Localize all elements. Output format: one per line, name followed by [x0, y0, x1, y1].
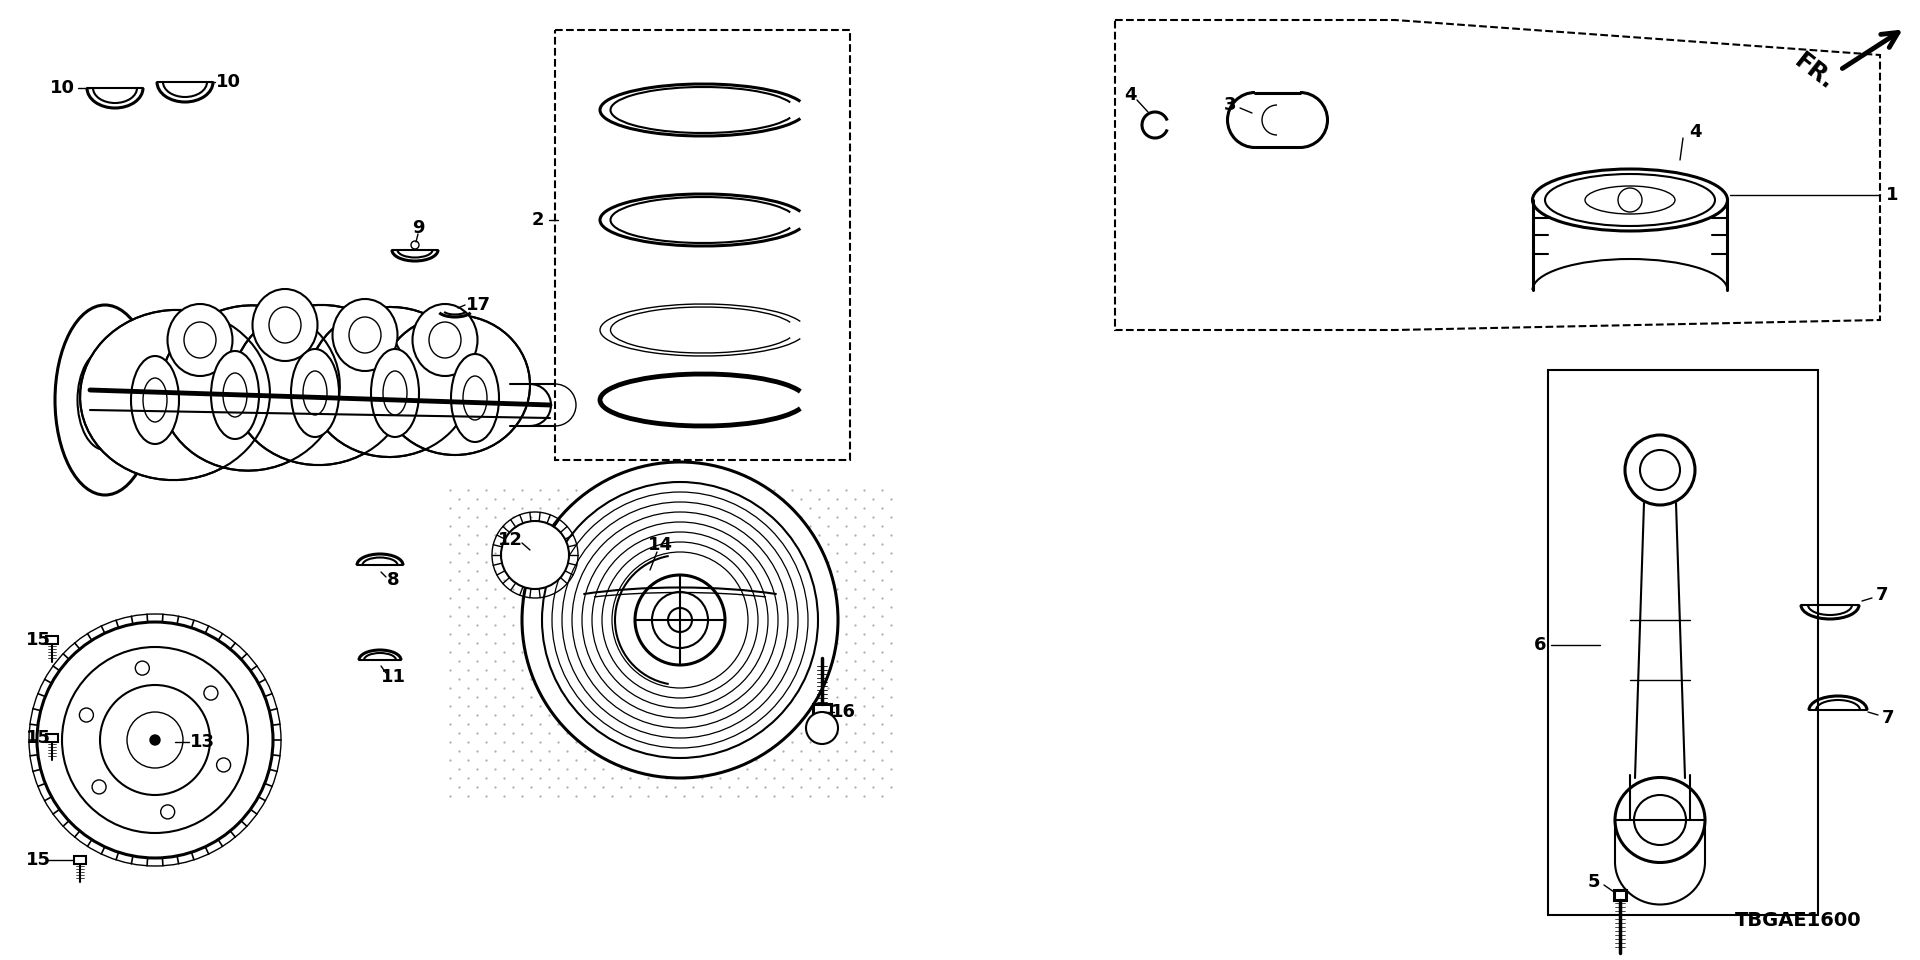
- Text: 14: 14: [647, 536, 672, 554]
- Text: 16: 16: [831, 703, 856, 721]
- Text: 8: 8: [386, 571, 399, 589]
- Text: 15: 15: [25, 631, 50, 649]
- Ellipse shape: [167, 304, 232, 376]
- Circle shape: [217, 758, 230, 772]
- Ellipse shape: [56, 305, 156, 495]
- Ellipse shape: [1532, 169, 1728, 231]
- Ellipse shape: [131, 356, 179, 444]
- Text: 10: 10: [50, 79, 75, 97]
- Circle shape: [501, 521, 568, 589]
- Ellipse shape: [292, 349, 340, 437]
- Circle shape: [92, 780, 106, 794]
- Bar: [1615, 890, 1626, 900]
- Text: 3: 3: [1223, 96, 1236, 114]
- Circle shape: [522, 462, 837, 778]
- Bar: [46, 636, 58, 644]
- Circle shape: [636, 575, 726, 665]
- Circle shape: [61, 647, 248, 833]
- Bar: [75, 856, 86, 864]
- Text: 7: 7: [1882, 709, 1895, 727]
- Circle shape: [79, 708, 94, 722]
- Circle shape: [204, 686, 219, 700]
- Text: 4: 4: [1123, 86, 1137, 104]
- Circle shape: [1624, 435, 1695, 505]
- Text: 12: 12: [497, 531, 522, 549]
- Bar: [812, 704, 831, 716]
- Text: 4: 4: [1690, 123, 1701, 141]
- Ellipse shape: [380, 315, 530, 455]
- Circle shape: [150, 735, 159, 745]
- Ellipse shape: [371, 349, 419, 437]
- Ellipse shape: [451, 354, 499, 442]
- Text: 1: 1: [1885, 186, 1899, 204]
- Ellipse shape: [159, 305, 340, 470]
- Bar: [46, 734, 58, 742]
- Ellipse shape: [413, 304, 478, 376]
- Text: 9: 9: [411, 219, 424, 237]
- Bar: [555, 30, 851, 460]
- Ellipse shape: [332, 299, 397, 371]
- Circle shape: [100, 394, 111, 406]
- Ellipse shape: [211, 351, 259, 439]
- Circle shape: [668, 608, 691, 632]
- Ellipse shape: [81, 310, 271, 480]
- Text: 15: 15: [25, 729, 50, 747]
- Ellipse shape: [232, 305, 407, 465]
- Ellipse shape: [307, 307, 472, 457]
- Circle shape: [100, 685, 209, 795]
- Text: 2: 2: [532, 211, 543, 229]
- Ellipse shape: [253, 289, 317, 361]
- Circle shape: [806, 712, 837, 744]
- Text: 17: 17: [465, 296, 490, 314]
- Text: 15: 15: [25, 851, 50, 869]
- Text: 7: 7: [1876, 586, 1887, 604]
- Circle shape: [134, 661, 150, 675]
- Text: 6: 6: [1534, 636, 1546, 654]
- Text: 10: 10: [215, 73, 240, 91]
- Bar: [1548, 370, 1818, 915]
- Text: 13: 13: [190, 733, 215, 751]
- Text: 5: 5: [1588, 873, 1599, 891]
- Text: 11: 11: [380, 668, 405, 686]
- Text: FR.: FR.: [1789, 49, 1839, 95]
- Circle shape: [161, 804, 175, 819]
- Circle shape: [36, 622, 273, 858]
- Ellipse shape: [1615, 778, 1705, 862]
- Text: TBGAE1600: TBGAE1600: [1736, 910, 1862, 929]
